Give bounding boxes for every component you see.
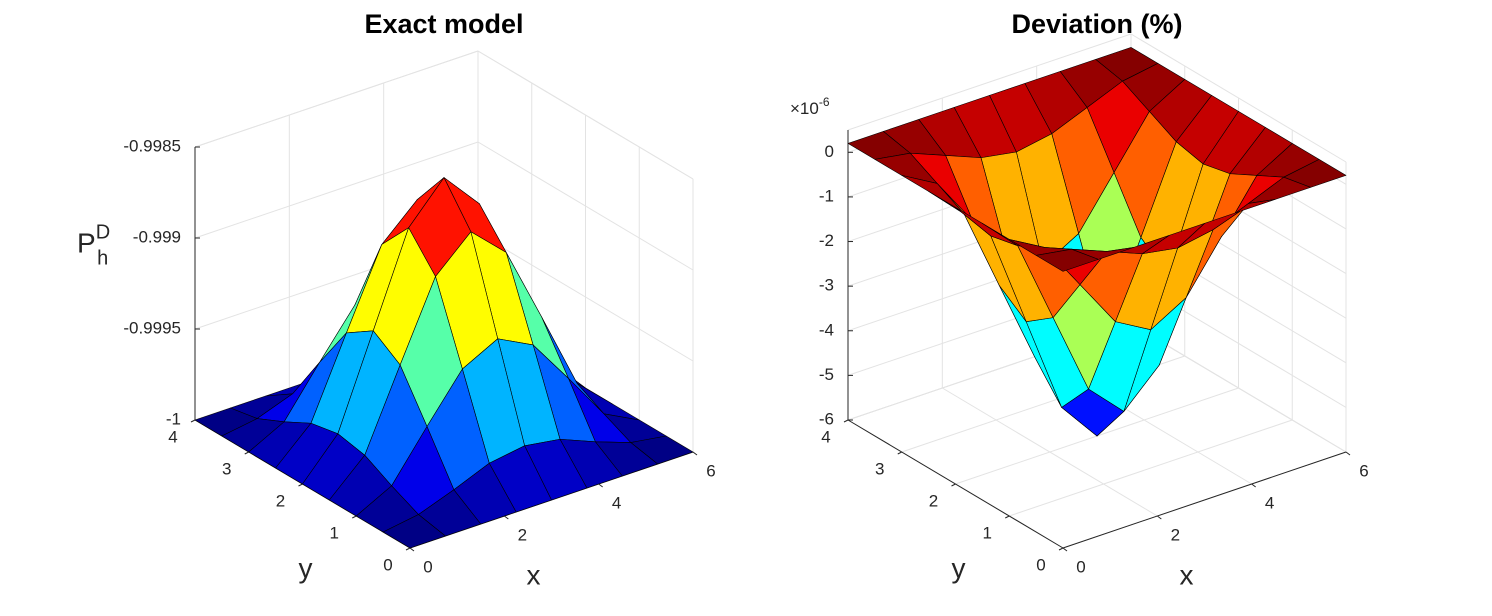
z-tick-label: -5 <box>819 365 834 384</box>
z-tick-label: -0.9995 <box>123 318 181 337</box>
surface <box>194 177 694 549</box>
x-tick-label: 0 <box>423 557 432 576</box>
z-tick-label: -0.9985 <box>123 136 181 155</box>
x-tick <box>504 515 509 520</box>
x-axis-label: x <box>1180 559 1194 590</box>
y-tick-label: 3 <box>222 459 231 478</box>
y-axis-label: y <box>952 552 966 583</box>
x-tick-label: 2 <box>1171 525 1180 544</box>
y-tick <box>1058 547 1064 551</box>
z-tick-label: 0 <box>825 142 834 161</box>
y-tick <box>951 483 956 487</box>
y-tick-label: 4 <box>821 427 830 446</box>
x-tick-label: 2 <box>518 525 527 544</box>
y-tick <box>190 419 196 423</box>
x-tick <box>1251 483 1256 488</box>
surface-patch <box>382 514 446 549</box>
x-tick <box>692 451 698 456</box>
y-tick-label: 3 <box>875 459 884 478</box>
y-tick-label: 2 <box>929 491 938 510</box>
y-tick-label: 1 <box>983 523 992 542</box>
y-tick <box>405 547 411 551</box>
z-tick-label: -3 <box>819 276 834 295</box>
x-tick-label: 4 <box>1265 493 1274 512</box>
z-tick-label: -2 <box>819 231 834 250</box>
multiplier-base: ×10 <box>790 99 819 118</box>
y-tick <box>897 451 902 455</box>
x-tick <box>1062 547 1068 552</box>
x-tick-label: 4 <box>612 493 621 512</box>
z-label-sup: D <box>96 222 110 244</box>
y-tick-label: 2 <box>276 491 285 510</box>
z-multiplier: ×10-6 <box>790 95 830 118</box>
y-tick-label: 0 <box>1036 555 1045 574</box>
box-edge <box>847 33 1132 131</box>
x-tick-label: 0 <box>1076 557 1085 576</box>
y-tick-label: 4 <box>168 427 177 446</box>
z-tick-label: -4 <box>819 320 834 339</box>
x-tick <box>1157 515 1162 520</box>
grid-line <box>477 50 694 180</box>
z-label-main: P <box>77 228 96 259</box>
surface <box>847 47 1347 437</box>
x-tick <box>409 547 415 552</box>
surface-patch <box>1035 248 1099 272</box>
y-tick-label: 1 <box>330 523 339 542</box>
z-label-sub: h <box>97 248 108 270</box>
grid-line <box>477 141 694 271</box>
z-tick-label: -0.999 <box>133 227 181 246</box>
grid-line <box>1009 419 1293 517</box>
x-tick-label: 6 <box>706 461 715 480</box>
y-axis-label: y <box>299 552 313 583</box>
x-tick-label: 6 <box>1359 461 1368 480</box>
x-tick <box>598 483 603 488</box>
y-tick <box>1005 515 1010 519</box>
x-tick <box>1345 451 1351 456</box>
x-axis-line <box>1062 451 1347 549</box>
y-tick <box>843 419 849 423</box>
y-tick <box>244 451 249 455</box>
chart-title: Deviation (%) <box>1011 9 1182 39</box>
z-axis-label: PD h <box>77 222 110 270</box>
chart-title: Exact model <box>364 9 523 39</box>
z-tick-label: -1 <box>819 186 834 205</box>
y-tick <box>298 483 303 487</box>
grid-line <box>194 50 479 148</box>
z-tick-label: -1 <box>166 409 181 428</box>
z-tick-label: -6 <box>819 409 834 428</box>
y-tick-label: 0 <box>383 555 392 574</box>
x-axis-label: x <box>527 559 541 590</box>
grid-line <box>194 141 479 239</box>
grid-line <box>477 232 694 362</box>
multiplier-exponent: -6 <box>819 95 830 109</box>
y-tick <box>352 515 357 519</box>
